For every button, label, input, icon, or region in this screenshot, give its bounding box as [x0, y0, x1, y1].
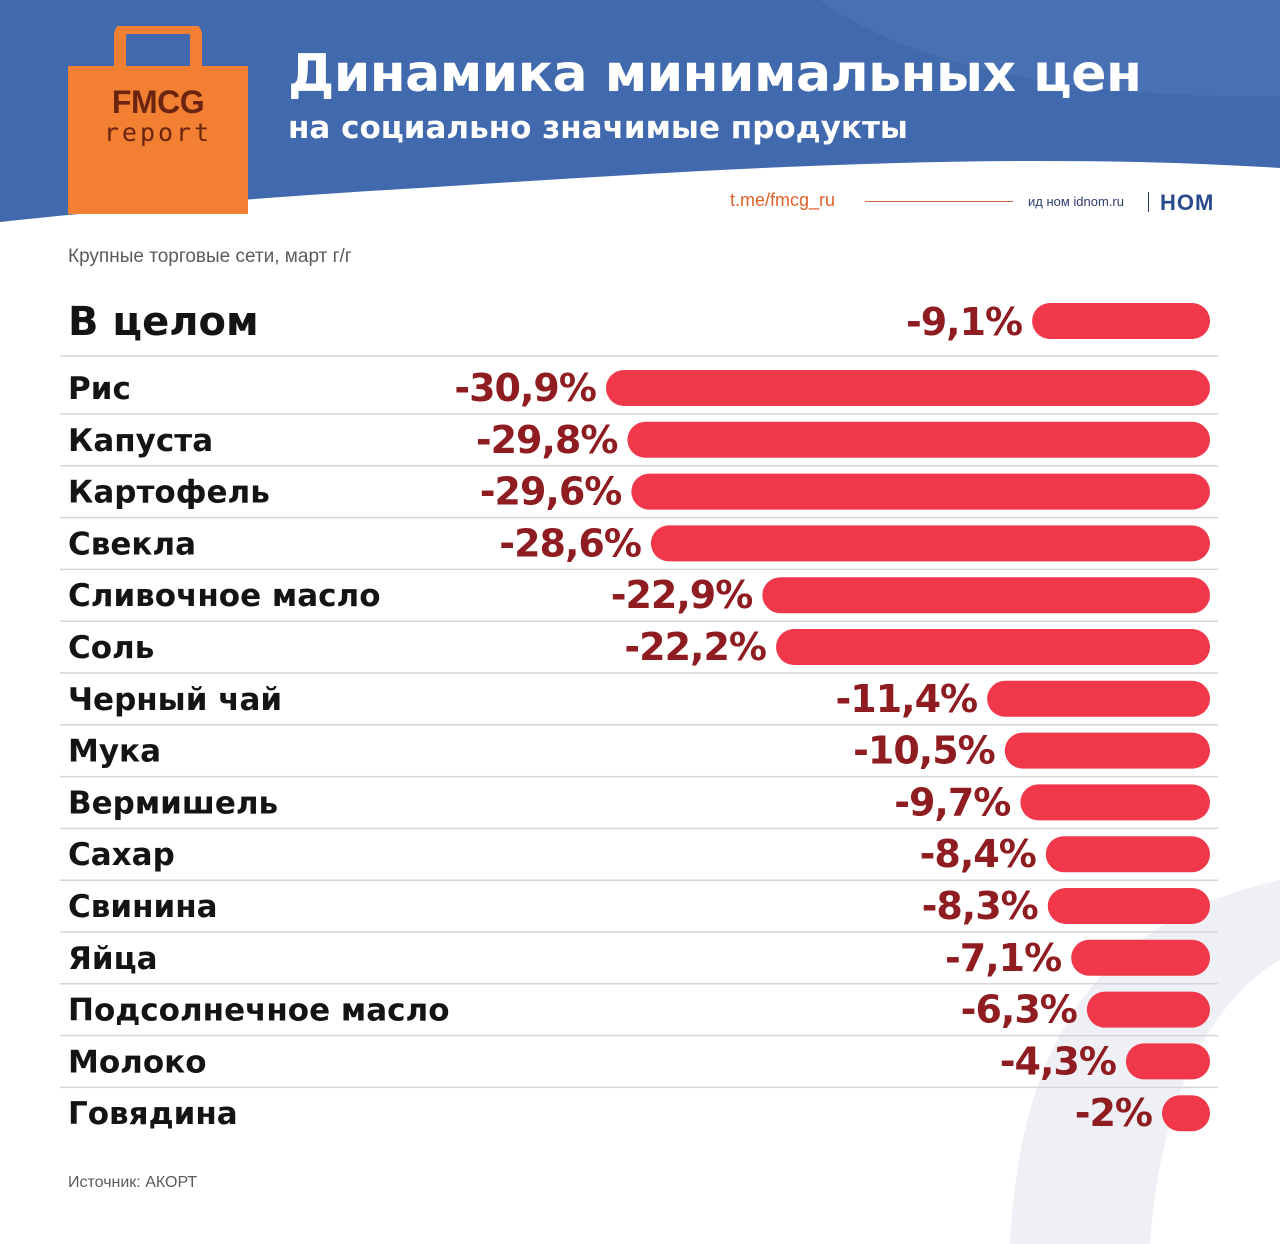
bar-6 — [776, 629, 1210, 665]
telegram-link[interactable]: t.me/fmcg_ru — [730, 190, 836, 210]
bar-5 — [762, 577, 1210, 614]
value-label-0: -9,1% — [906, 300, 1022, 344]
category-label-6: Соль — [68, 630, 154, 666]
value-label-15: -2% — [1075, 1091, 1152, 1135]
value-label-3: -29,6% — [480, 470, 622, 514]
category-label-12: Яйца — [68, 941, 158, 977]
category-label-10: Сахар — [68, 837, 175, 873]
value-label-13: -6,3% — [961, 988, 1077, 1032]
bar-11 — [1047, 888, 1210, 924]
value-label-7: -11,4% — [836, 677, 978, 721]
publisher-separator — [1148, 192, 1149, 212]
value-label-5: -22,9% — [611, 573, 753, 617]
bar-1 — [605, 370, 1210, 406]
value-label-10: -8,4% — [920, 832, 1036, 876]
category-label-9: Вермишель — [68, 785, 278, 821]
value-label-4: -28,6% — [499, 521, 641, 565]
bar-14 — [1125, 1043, 1210, 1080]
bar-10 — [1045, 836, 1210, 873]
category-label-1: Рис — [68, 371, 131, 407]
shopping-bag-icon — [68, 26, 248, 214]
category-label-4: Свекла — [68, 526, 196, 562]
value-label-6: -22,2% — [624, 625, 766, 669]
value-label-1: -30,9% — [454, 366, 596, 410]
value-label-12: -7,1% — [945, 936, 1061, 980]
value-label-11: -8,3% — [922, 884, 1038, 928]
page-subtitle: на социально значимые продукты — [288, 110, 908, 146]
value-label-9: -9,7% — [894, 780, 1010, 824]
bar-2 — [627, 421, 1210, 458]
source-note: Источник: АКОРТ — [68, 1174, 198, 1191]
publisher-logo: НОМ — [1160, 190, 1215, 215]
bar-0 — [1032, 303, 1210, 339]
category-label-2: Капуста — [68, 423, 213, 459]
logo-sub: report — [103, 118, 213, 147]
category-label-3: Картофель — [68, 475, 270, 511]
bar-3 — [631, 473, 1210, 510]
bar-8 — [1004, 732, 1210, 769]
bar-7 — [987, 680, 1210, 717]
bar-9 — [1020, 784, 1210, 821]
value-label-8: -10,5% — [853, 729, 995, 773]
category-label-8: Мука — [68, 734, 161, 770]
logo-brand: FMCG — [111, 84, 205, 120]
fmcg-report-logo: FMCG report — [68, 26, 248, 214]
bar-15 — [1162, 1095, 1210, 1132]
category-label-0: В целом — [68, 299, 259, 345]
category-label-7: Черный чай — [68, 682, 282, 718]
category-label-13: Подсолнечное масло — [68, 993, 450, 1029]
value-label-2: -29,8% — [476, 418, 618, 462]
header-background — [0, 0, 1280, 222]
category-label-11: Свинина — [68, 889, 218, 925]
bar-12 — [1071, 939, 1210, 976]
divider-line — [865, 201, 1013, 202]
publisher-link[interactable]: ид ном idnom.ru — [1028, 194, 1124, 209]
category-label-5: Сливочное масло — [68, 578, 381, 614]
value-label-14: -4,3% — [1000, 1039, 1116, 1083]
bar-4 — [650, 525, 1210, 562]
page-title: Динамика минимальных цен — [288, 44, 1142, 104]
chart-caption: Крупные торговые сети, март г/г — [68, 246, 352, 267]
bar-13 — [1086, 991, 1210, 1028]
category-label-14: Молоко — [68, 1044, 207, 1080]
category-label-15: Говядина — [68, 1096, 238, 1132]
